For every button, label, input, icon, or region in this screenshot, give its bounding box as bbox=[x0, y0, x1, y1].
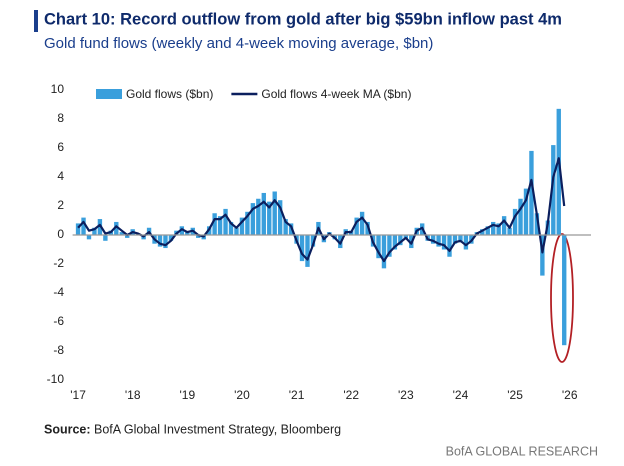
bar bbox=[485, 226, 490, 235]
bar bbox=[381, 235, 387, 269]
bar bbox=[228, 221, 234, 235]
x-tick-label: '22 bbox=[343, 388, 359, 402]
legend-label: Gold flows ($bn) bbox=[126, 87, 213, 101]
bar bbox=[551, 145, 556, 235]
bar bbox=[86, 235, 92, 240]
y-tick-label: 2 bbox=[57, 198, 64, 212]
brand: BofA GLOBAL RESEARCH bbox=[446, 444, 598, 458]
source-label: Source: bbox=[44, 422, 91, 436]
bar bbox=[223, 208, 228, 235]
y-tick-label: -10 bbox=[47, 372, 65, 386]
bar bbox=[376, 235, 381, 259]
x-tick-label: '17 bbox=[70, 388, 86, 402]
bar bbox=[463, 235, 469, 250]
bar bbox=[168, 235, 174, 241]
x-tick-label: '18 bbox=[125, 388, 141, 402]
legend-swatch bbox=[96, 89, 122, 99]
bar bbox=[250, 203, 256, 235]
chart-title: Chart 10: Record outflow from gold after… bbox=[44, 10, 562, 28]
y-tick-label: 4 bbox=[57, 169, 64, 183]
y-tick-label: 8 bbox=[57, 111, 64, 125]
bar bbox=[283, 219, 288, 235]
x-tick-label: '26 bbox=[562, 388, 578, 402]
bar bbox=[398, 235, 403, 246]
y-tick-label: 6 bbox=[57, 140, 64, 154]
bar bbox=[359, 211, 365, 235]
bar bbox=[392, 235, 398, 250]
x-tick-label: '25 bbox=[507, 388, 523, 402]
ma-line bbox=[77, 157, 566, 263]
bar bbox=[458, 235, 463, 243]
y-tick-label: -8 bbox=[53, 343, 64, 357]
bar bbox=[562, 235, 567, 346]
bar bbox=[92, 227, 97, 235]
bar bbox=[354, 217, 359, 235]
source: BofA Global Investment Strategy, Bloombe… bbox=[94, 422, 341, 436]
bar bbox=[491, 221, 496, 235]
bar bbox=[452, 235, 458, 244]
bar bbox=[501, 216, 507, 235]
bar bbox=[163, 235, 168, 249]
bar bbox=[185, 232, 190, 235]
chart-subtitle: Gold fund flows (weekly and 4-week movin… bbox=[44, 35, 433, 52]
bar bbox=[496, 223, 501, 235]
x-tick-label: '20 bbox=[234, 388, 250, 402]
bar bbox=[480, 229, 485, 235]
x-tick-label: '24 bbox=[453, 388, 469, 402]
bar bbox=[157, 235, 163, 247]
bar bbox=[310, 235, 316, 247]
bar bbox=[518, 198, 523, 235]
y-tick-label: 0 bbox=[57, 227, 64, 241]
bar bbox=[441, 235, 447, 250]
bar bbox=[217, 216, 223, 235]
bar bbox=[556, 108, 561, 235]
y-tick-label: -2 bbox=[53, 256, 64, 270]
bar bbox=[114, 221, 119, 235]
bar bbox=[387, 235, 392, 257]
bar bbox=[305, 235, 310, 267]
bar bbox=[196, 235, 201, 238]
bar bbox=[430, 235, 436, 244]
x-tick-label: '19 bbox=[179, 388, 195, 402]
bar bbox=[256, 198, 261, 235]
legend-label: Gold flows 4-week MA ($bn) bbox=[261, 87, 411, 101]
bar bbox=[523, 188, 529, 235]
bar bbox=[179, 226, 185, 235]
y-tick-label: -6 bbox=[53, 314, 64, 328]
bar bbox=[119, 232, 124, 235]
bar bbox=[234, 227, 239, 235]
bar bbox=[261, 192, 266, 235]
y-tick-label: -4 bbox=[53, 285, 64, 299]
bar bbox=[125, 235, 130, 238]
bar bbox=[245, 211, 250, 235]
x-tick-label: '21 bbox=[289, 388, 305, 402]
bar bbox=[239, 217, 245, 235]
bar bbox=[507, 227, 512, 235]
bar bbox=[212, 213, 217, 235]
bar bbox=[534, 213, 540, 235]
bar bbox=[512, 208, 518, 235]
bar bbox=[447, 235, 452, 257]
x-tick-label: '23 bbox=[398, 388, 414, 402]
bar bbox=[529, 150, 534, 235]
bar bbox=[267, 201, 272, 235]
bar bbox=[272, 191, 277, 235]
bar bbox=[81, 217, 86, 235]
highlight-ellipse bbox=[550, 233, 574, 363]
bar bbox=[277, 200, 283, 235]
bar bbox=[75, 223, 81, 235]
bar bbox=[540, 235, 545, 276]
title-marker bbox=[34, 10, 38, 32]
bar bbox=[103, 235, 108, 241]
bar bbox=[436, 235, 441, 247]
bar bbox=[97, 219, 103, 235]
bar bbox=[299, 235, 305, 262]
y-tick-label: 10 bbox=[51, 82, 65, 96]
